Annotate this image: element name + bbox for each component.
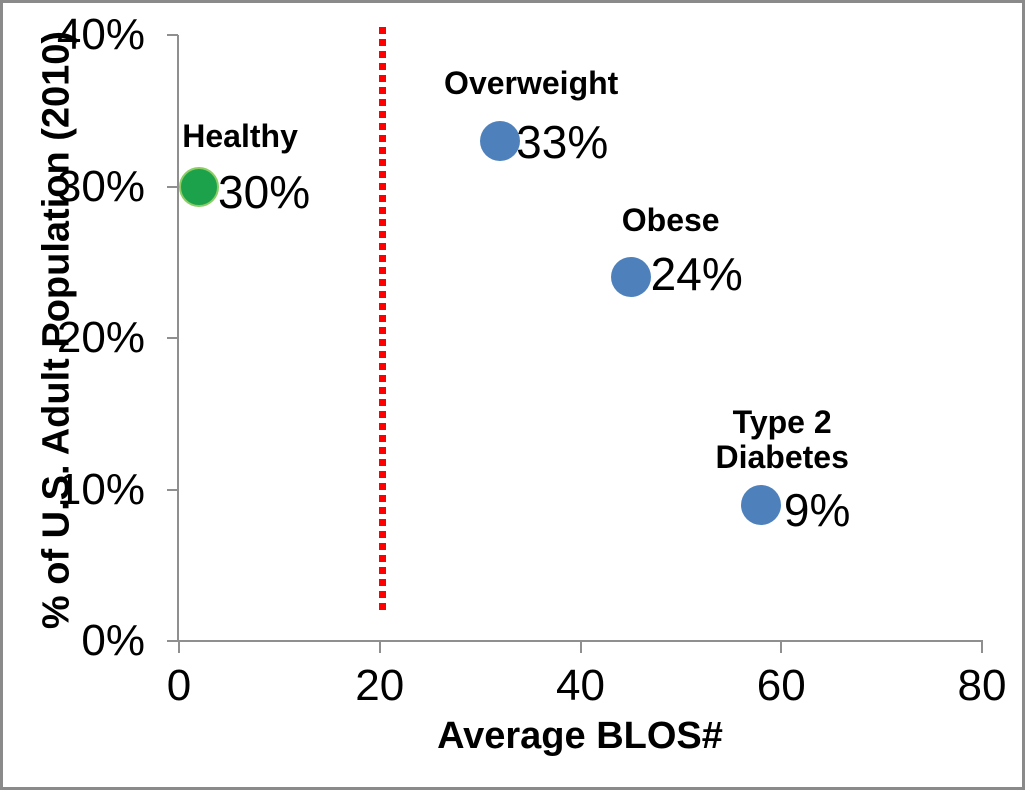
data-point-circle [179,166,220,207]
y-tick-mark [167,34,178,36]
y-tick-label: 40% [56,10,145,59]
point-value-label: 9% [783,483,851,536]
y-tick-label: 10% [56,464,145,514]
y-tick-label: 20% [56,313,145,362]
data-point-circle [480,121,521,162]
x-tick-label: 20 [355,661,405,710]
x-tick-mark [378,641,381,653]
x-tick-label: 60 [756,661,806,710]
reference-line [379,27,387,613]
x-tick-mark [178,641,180,653]
x-tick-label: 80 [957,661,1007,710]
y-tick-mark [167,185,178,188]
y-tick-mark [167,488,178,491]
point-name-label: Healthy [182,117,298,154]
point-name-label: Obese [621,202,720,239]
y-tick-mark [167,337,178,339]
x-tick-label: 0 [166,661,192,710]
x-tick-label: 40 [556,661,605,710]
x-tick-mark [780,641,783,653]
point-name-label: Overweight [444,65,619,102]
point-value-label: 24% [650,248,743,301]
x-tick-mark [981,641,983,653]
point-value-label: 30% [218,165,311,218]
y-tick-label: 0% [81,616,145,665]
point-name-label: Type 2 Diabetes [715,403,849,476]
y-tick-mark [167,640,178,642]
x-tick-mark [579,641,582,653]
data-point-circle [741,484,782,525]
y-axis-title: % of U.S. Adult Population (2010) [35,30,78,630]
y-tick-label: 30% [56,161,145,211]
data-point-circle [610,257,651,298]
y-axis-line [177,35,179,642]
x-axis-title: Average BLOS# [437,715,723,757]
point-value-label: 33% [516,116,609,169]
